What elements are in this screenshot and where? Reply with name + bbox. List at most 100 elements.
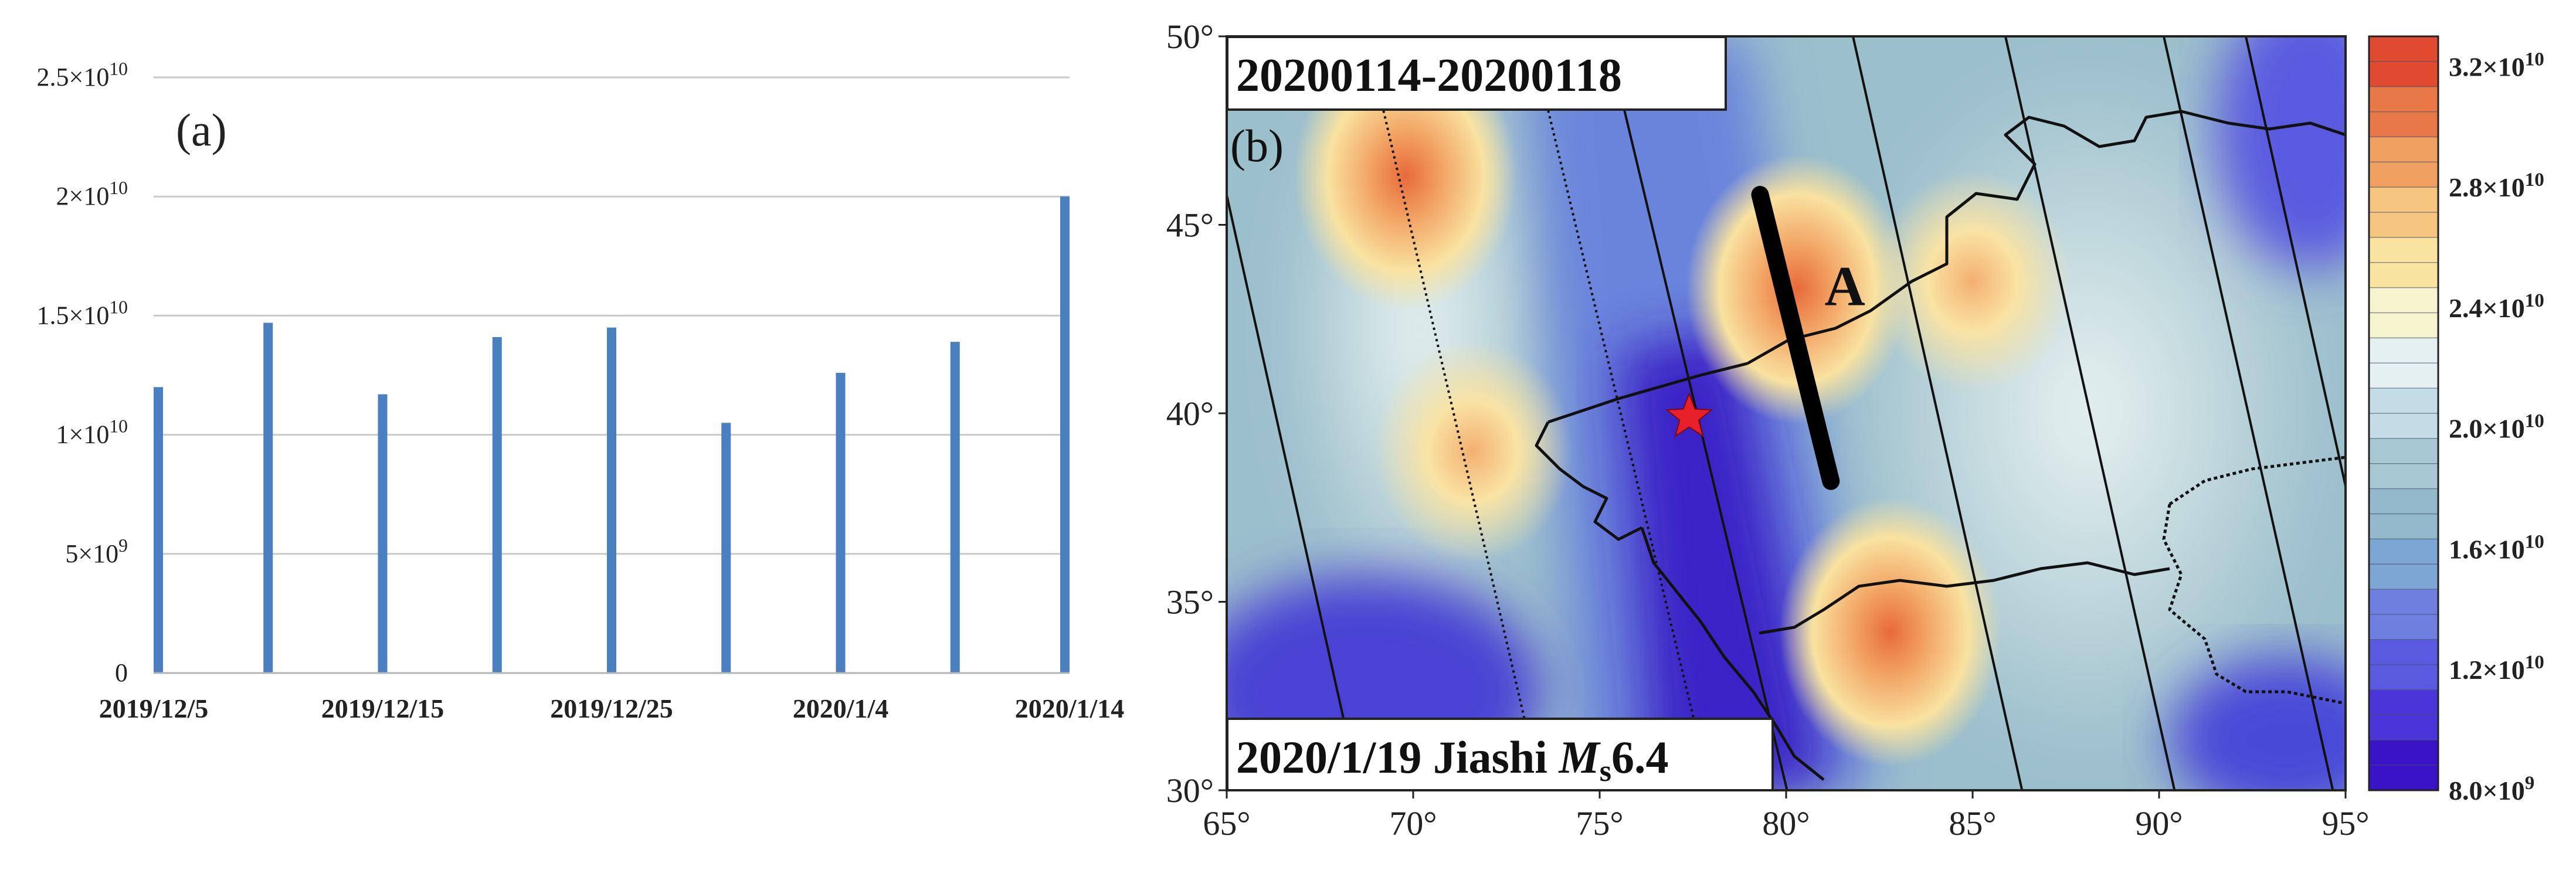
colorbar-tick-label-base: 8.0×10 (2449, 776, 2525, 806)
colorbar-tick-label: 2.0×1010 (2449, 410, 2544, 444)
y-tick-label-exponent: 10 (109, 297, 128, 317)
y-tick-label: 2×1010 (56, 178, 128, 210)
colorbar-tick-label: 1.6×1010 (2449, 531, 2544, 564)
orbit-track (2245, 36, 2346, 492)
colorbar-tick-label-exponent: 10 (2525, 48, 2544, 70)
y-tick-label-base: 2.5×10 (37, 63, 110, 91)
y-tick-label: 35° (1166, 583, 1214, 621)
y-tick-label: 2.5×1010 (37, 59, 128, 91)
border-afghanistan-pakistan (1640, 527, 1825, 781)
x-tick-label: 95° (2322, 804, 2369, 842)
event-label: 2020/1/19 Jiashi Ms6.4 (1236, 732, 1669, 788)
panel-a-bars (154, 196, 1070, 673)
border-mongolia (2168, 456, 2346, 506)
x-tick-label: 80° (1762, 804, 1810, 842)
anomaly-line-label: A (1824, 254, 1865, 317)
orbit-track (1227, 189, 1361, 790)
y-tick-label: 45° (1166, 206, 1214, 244)
y-tick-label: 1×1010 (56, 416, 128, 449)
panel-b-x-ticks: 65° 70° 75° 80° 85° 90° 95° (1203, 790, 2370, 842)
panel-b-label: (b) (1230, 120, 1284, 171)
bar-2019/12/20 (492, 337, 502, 673)
colorbar-tick-label: 1.2×1010 (2449, 651, 2544, 685)
bar-2019/12/25 (607, 327, 616, 673)
map-deep-northeast (2217, 36, 2346, 270)
map-deep-southeast (2170, 657, 2346, 790)
border-qinghai (2162, 504, 2346, 705)
panel-b: 20200114-20200118 (b) A 2020/1/19 Jiashi… (1166, 18, 2544, 842)
border-tajikistan (1535, 421, 1643, 541)
colorbar-tick-label-exponent: 9 (2525, 772, 2535, 794)
x-tick-label: 85° (1949, 804, 1996, 842)
x-tick-label: 2020/1/4 (793, 694, 889, 723)
hotspot (1779, 497, 2003, 767)
panel-a-gridlines (154, 76, 1070, 555)
x-tick-label: 65° (1203, 804, 1250, 842)
y-tick-label-base: 2×10 (56, 182, 110, 210)
colorbar-tick-label-exponent: 10 (2525, 410, 2544, 432)
epicenter-star (1665, 392, 1713, 438)
panel-a-label: (a) (176, 104, 227, 155)
x-tick-label: 2020/1/14 (1015, 694, 1125, 723)
y-tick-label-base: 1.5×10 (37, 301, 110, 329)
colorbar-tick-label-base: 2.8×10 (2449, 172, 2525, 202)
event-magnitude-subscript: s (1600, 755, 1611, 788)
x-tick-label: 90° (2135, 804, 2183, 842)
bar-2019/12/5 (154, 387, 163, 673)
y-tick-label: 5×109 (65, 535, 128, 568)
colorbar (2369, 36, 2438, 791)
y-tick-label: 40° (1166, 395, 1214, 433)
border-china-india (1759, 561, 2170, 635)
hotspot (1686, 154, 1909, 424)
y-tick-label-base: 5×10 (65, 539, 118, 568)
anomaly-line-a (1751, 186, 1840, 490)
x-tick-label: 70° (1389, 804, 1437, 842)
panel-b-hotspots (1294, 40, 2072, 767)
colorbar-tick-label: 2.4×1010 (2449, 290, 2544, 323)
bar-2020/1/4 (836, 372, 846, 673)
bar-2019/12/15 (378, 394, 388, 673)
date-range-label: 20200114-20200118 (1236, 50, 1622, 101)
y-tick-label: 50° (1166, 18, 1214, 56)
y-tick-label-exponent: 10 (109, 59, 128, 79)
panel-b-y-ticks: 30° 35° 40° 45° 50° (1166, 18, 1227, 810)
hotspot (1373, 339, 1573, 563)
colorbar-frame (2368, 35, 2439, 791)
orbit-track (1852, 36, 2024, 790)
colorbar-tick-label-exponent: 10 (2525, 651, 2544, 673)
border-kyrgyzstan (1547, 362, 1748, 424)
colorbar-tick-label: 2.8×1010 (2449, 169, 2544, 202)
y-tick-label-exponent: 10 (109, 178, 128, 198)
y-tick-label-exponent: 10 (109, 416, 128, 437)
panel-b-map (1227, 36, 2346, 790)
colorbar-tick-label-exponent: 10 (2525, 290, 2544, 311)
country-borders (1535, 110, 2346, 781)
event-magnitude-symbol: M (1557, 732, 1601, 783)
y-tick-label: 30° (1166, 772, 1214, 810)
event-magnitude-value: 6.4 (1611, 732, 1669, 783)
date-range-box (1226, 36, 1727, 111)
hotspot (1873, 169, 2072, 393)
colorbar-tick-label-base: 1.2×10 (2449, 655, 2525, 685)
colorbar-tick-label-base: 2.0×10 (2449, 414, 2525, 444)
y-tick-label-base: 0 (115, 658, 128, 687)
y-tick-label-base: 1×10 (56, 420, 110, 449)
event-label-prefix: 2020/1/19 Jiashi (1236, 732, 1559, 783)
x-tick-label: 2019/12/25 (550, 694, 673, 723)
map-deep-band (1618, 328, 1830, 790)
colorbar-tick-label-exponent: 10 (2525, 531, 2544, 552)
x-tick-label: 2019/12/15 (321, 694, 444, 723)
y-tick-label: 1.5×1010 (37, 297, 128, 329)
colorbar-tick-label-base: 2.4×10 (2449, 293, 2525, 323)
colorbar-tick-labels: 8.0×1091.2×10101.6×10102.0×10102.4×10102… (2449, 48, 2544, 806)
colorbar-tick-label: 8.0×109 (2449, 772, 2534, 806)
x-tick-label: 75° (1576, 804, 1623, 842)
colorbar-tick-label-exponent: 10 (2525, 169, 2544, 191)
x-tick-label: 2019/12/5 (99, 694, 209, 723)
colorbar-tick-label-base: 1.6×10 (2449, 534, 2525, 564)
bar-2019/12/30 (721, 423, 731, 673)
colorbar-tick-label: 3.2×1010 (2449, 48, 2544, 81)
